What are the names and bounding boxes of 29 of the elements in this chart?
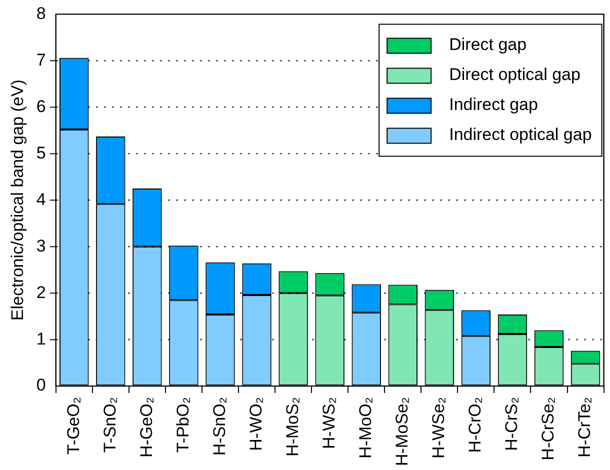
y-tick-label: 6 [36, 96, 46, 116]
x-tick-label: H-WS₂ [320, 397, 339, 449]
legend-label: Indirect optical gap [449, 124, 592, 144]
x-tick-label: H-CrTe₂ [575, 397, 594, 458]
y-tick-label: 1 [36, 329, 46, 348]
x-tick-label: H-GeO₂ [136, 397, 156, 458]
y-tick-label: 8 [36, 4, 46, 23]
y-tick-label: 2 [36, 282, 46, 302]
x-tick-label: H-WO₂ [246, 397, 266, 451]
y-tick-label: 4 [36, 190, 46, 209]
legend-label: Direct gap [449, 34, 527, 54]
x-tick-label: T-SnO₂ [100, 397, 120, 453]
y-axis-title: Electronic/optical band gap (eV) [8, 80, 27, 321]
x-tick-label: H-MoSe₂ [392, 397, 412, 466]
x-tick-label: H-CrO₂ [466, 397, 485, 453]
x-tick-label: H-SnO₂ [210, 397, 229, 456]
x-tick-label: T-PbO₂ [173, 397, 192, 453]
legend-label: Direct optical gap [449, 64, 580, 84]
x-tick-label: H-CrS₂ [502, 397, 522, 451]
x-tick-label: H-CrSe₂ [538, 397, 558, 460]
y-tick-label: 7 [36, 50, 46, 70]
legend-label: Indirect gap [449, 94, 538, 114]
x-tick-label: H-WSe₂ [429, 397, 448, 458]
x-tick-label: H-MoO₂ [356, 397, 376, 458]
x-tick-label: T-GeO₂ [64, 397, 83, 455]
y-tick-label: 3 [36, 236, 46, 256]
y-tick-label: 5 [36, 143, 46, 162]
y-tick-label: 0 [36, 376, 46, 395]
x-tick-label: H-MoS₂ [282, 397, 302, 457]
